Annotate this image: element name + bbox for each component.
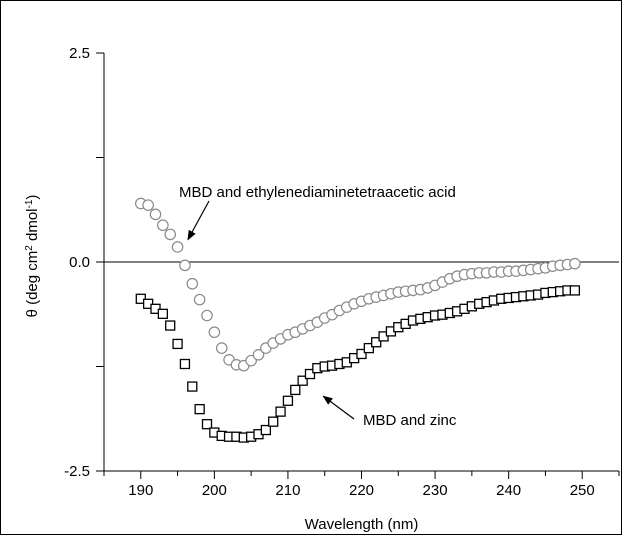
data-point-circle	[186, 277, 199, 290]
data-point-circle	[149, 208, 162, 221]
data-point-square	[179, 358, 191, 370]
data-point-square	[569, 285, 581, 296]
data-point-circle	[201, 309, 213, 322]
y-tick-label: -2.5	[64, 463, 90, 480]
x-tick-label: 200	[202, 482, 227, 499]
y-tick-label: 2.5	[69, 45, 90, 62]
y-label-part: dmol	[24, 208, 41, 245]
data-point-circle	[179, 259, 191, 272]
data-point-square	[157, 308, 169, 319]
data-point-circle	[252, 348, 265, 361]
x-tick-label: 190	[128, 482, 153, 499]
y-label-superscript: -1	[24, 199, 35, 208]
y-label-part: θ (deg cm	[24, 251, 41, 318]
data-point-circle	[215, 342, 228, 354]
data-point-circle	[569, 257, 581, 270]
y-tick-label: 0.0	[69, 254, 90, 271]
x-tick-label: 230	[423, 482, 448, 499]
data-point-circle	[208, 326, 221, 339]
y-label-superscript: 2	[24, 245, 35, 251]
data-point-square	[194, 403, 205, 415]
data-point-circle	[164, 228, 177, 241]
data-point-square	[172, 338, 183, 350]
data-point-circle	[171, 241, 184, 253]
data-point-square	[290, 384, 301, 396]
data-point-square	[363, 342, 375, 354]
x-tick-label: 250	[570, 482, 595, 499]
data-point-square	[297, 375, 308, 386]
data-point-square	[165, 320, 176, 331]
x-tick-label: 240	[496, 482, 521, 499]
annotation-edta-label: MBD and ethylenediaminetetraacetic acid	[179, 184, 456, 201]
annotation-zinc-arrow	[322, 395, 355, 420]
series-2	[135, 285, 581, 443]
data-point-square	[268, 416, 279, 427]
data-point-square	[201, 419, 213, 430]
x-tick-label: 220	[349, 482, 374, 499]
data-point-square	[260, 424, 272, 436]
x-tick-label: 210	[275, 482, 300, 499]
data-point-square	[356, 348, 367, 360]
y-label-part: )	[24, 195, 41, 200]
data-marks	[134, 197, 581, 443]
series-1	[134, 197, 581, 372]
annotations: MBD and ethylenediaminetetraacetic acid M…	[179, 184, 457, 429]
annotation-zinc-label: MBD and zinc	[363, 412, 457, 429]
data-point-square	[371, 337, 382, 348]
data-point-square	[275, 406, 286, 417]
data-point-circle	[142, 199, 154, 211]
axes: 2.5 0.0 -2.5 190 200 210 220 230 240 250	[64, 45, 620, 499]
data-point-square	[304, 368, 316, 380]
annotation-edta-arrow	[187, 200, 210, 241]
data-point-circle	[157, 219, 169, 232]
data-point-circle	[193, 293, 206, 306]
y-axis-label: θ (deg cm2 dmol-1)	[24, 195, 42, 318]
data-point-square	[187, 381, 198, 392]
data-point-square	[282, 395, 294, 406]
x-axis-label: Wavelength (nm)	[305, 516, 419, 533]
